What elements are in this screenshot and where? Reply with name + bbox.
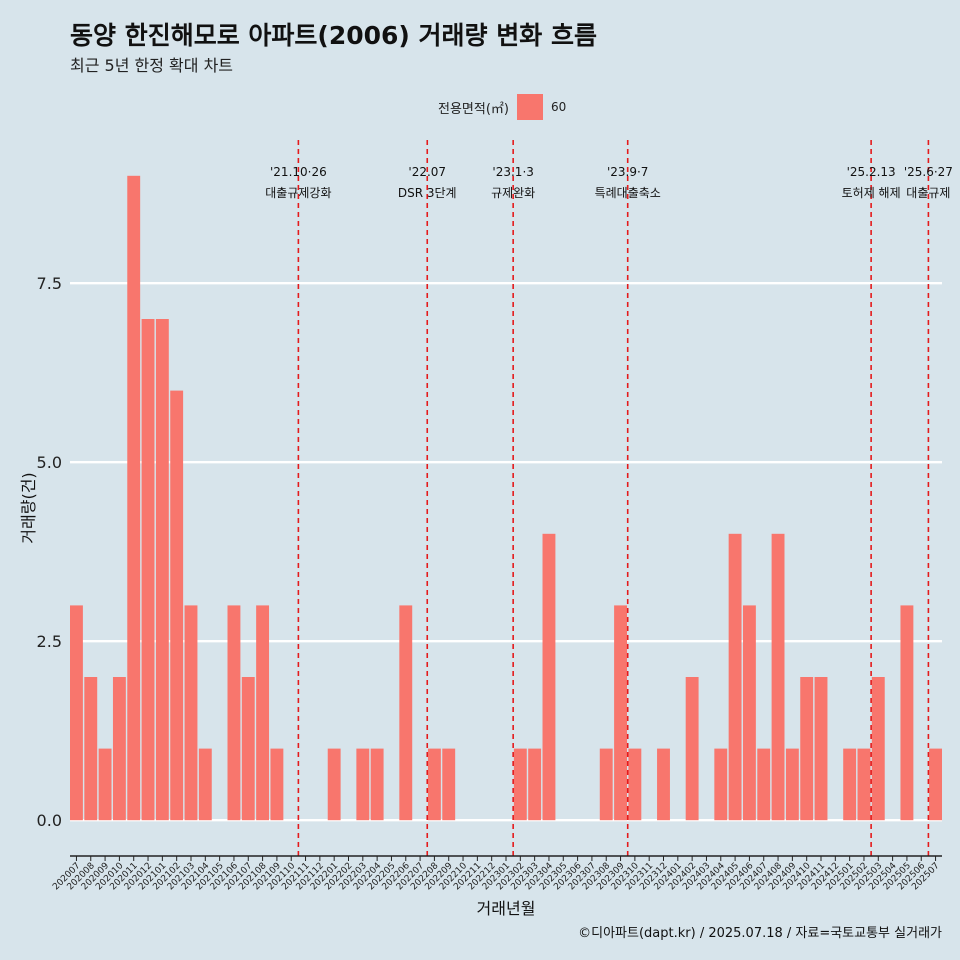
bar	[141, 319, 155, 821]
bar	[198, 748, 212, 821]
event-date-label: '23.1·3	[492, 165, 533, 179]
bar	[227, 605, 241, 821]
bar	[84, 677, 98, 821]
event-label: 특례대출축소	[595, 186, 661, 200]
event-label: 규제완화	[491, 186, 535, 200]
event-date-label: '22.07	[408, 165, 446, 179]
bar	[599, 748, 613, 821]
y-tick-label: 2.5	[37, 632, 62, 651]
bar	[542, 533, 556, 821]
y-tick-label: 7.5	[37, 274, 62, 293]
bar	[814, 677, 828, 821]
bar	[757, 748, 771, 821]
bar	[112, 677, 126, 821]
bar	[356, 748, 370, 821]
bar	[843, 748, 857, 821]
legend-entry: 60	[550, 100, 567, 114]
bar	[70, 605, 83, 821]
bar	[728, 533, 742, 821]
bar	[528, 748, 542, 821]
bar	[256, 605, 270, 821]
bar	[513, 748, 527, 821]
source-caption: ©디아파트(dapt.kr) / 2025.07.18 / 자료=국토교통부 실…	[578, 926, 942, 941]
event-label: 토허제 해제	[842, 186, 901, 200]
event-label: 대출규제강화	[265, 186, 331, 200]
bar	[742, 605, 756, 821]
bar	[900, 605, 914, 821]
y-axis-title: 거래량(건)	[19, 472, 38, 543]
bar	[155, 319, 169, 821]
chart-subtitle: 최근 5년 한정 확대 차트	[70, 56, 234, 75]
bar	[628, 748, 642, 821]
event-label: 대출규제	[906, 186, 950, 200]
event-date-label: '25.2.13	[847, 165, 896, 179]
bar	[857, 748, 871, 821]
bar	[98, 748, 112, 821]
bars	[70, 175, 942, 821]
legend: 전용면적(㎡) 60	[438, 94, 566, 120]
bar	[399, 605, 413, 821]
bar	[184, 605, 198, 821]
bar	[241, 677, 255, 821]
grid-lines	[70, 282, 942, 822]
bar	[929, 748, 942, 821]
legend-swatch	[516, 94, 543, 120]
bar	[442, 748, 456, 821]
y-tick-label: 0.0	[37, 811, 62, 830]
bar	[170, 390, 184, 821]
event-label: DSR 3단계	[398, 186, 457, 200]
event-date-label: '21.10·26	[270, 165, 327, 179]
bar	[714, 748, 728, 821]
bar	[871, 677, 885, 821]
bar	[771, 533, 785, 821]
bar	[614, 605, 627, 821]
bar	[370, 748, 384, 821]
bar	[327, 748, 341, 821]
bar	[427, 748, 441, 821]
bar	[685, 677, 699, 821]
bar	[800, 677, 814, 821]
x-axis-title: 거래년월	[477, 899, 536, 918]
event-date-label: '25.6·27	[904, 165, 953, 179]
bar	[270, 748, 284, 821]
bar	[657, 748, 670, 821]
event-lines: '21.10·26 대출규제강화 '22.07 DSR 3단계 '23.1·3 규제완화 '…	[265, 140, 953, 856]
chart-title: 동양 한진해모로 아파트(2006) 거래량 변화 흐름	[70, 21, 597, 50]
legend-title: 전용면적(㎡)	[438, 101, 509, 117]
y-tick-label: 5.0	[37, 453, 62, 472]
bar	[127, 175, 141, 821]
bar	[785, 748, 799, 821]
event-date-label: '23.9·7	[607, 165, 648, 179]
